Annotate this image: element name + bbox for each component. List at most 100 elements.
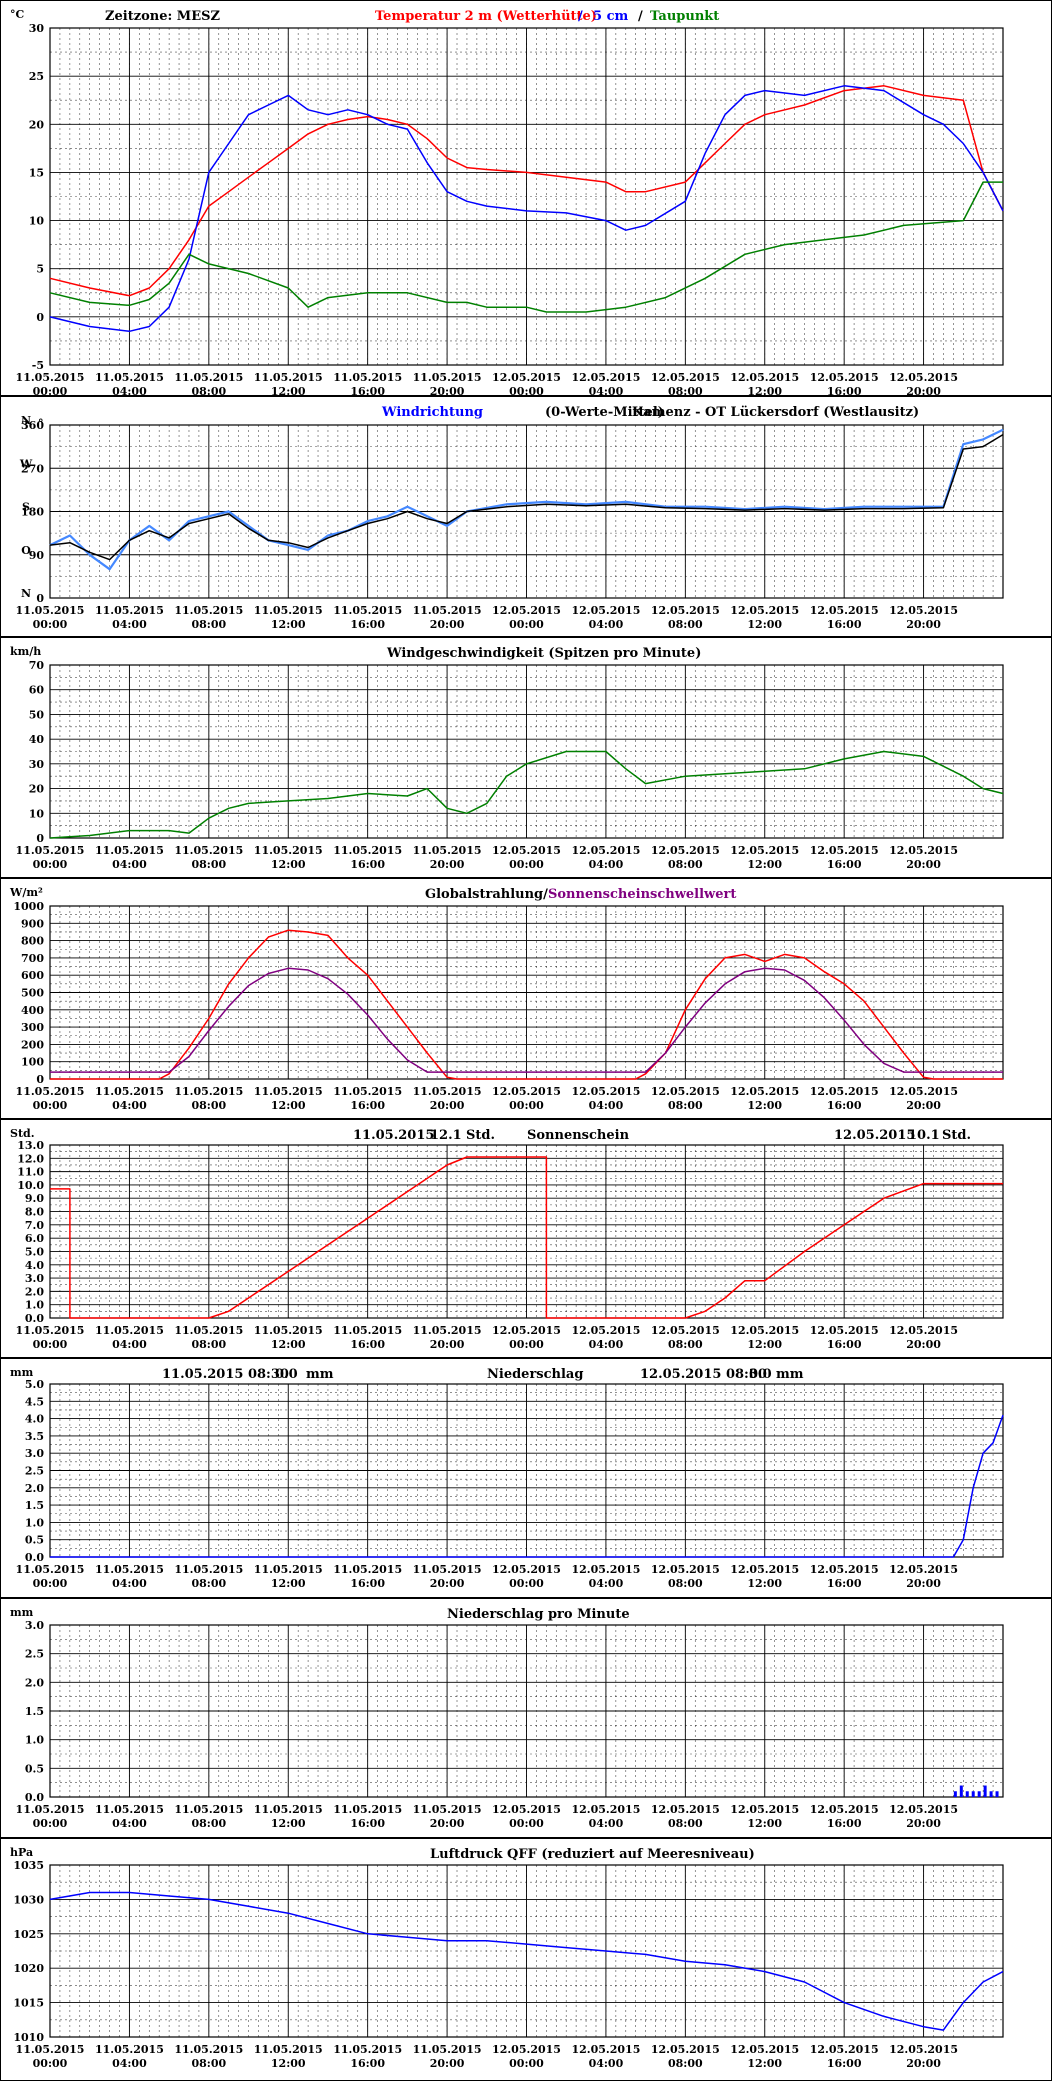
y-tick-label: 1.0 <box>25 1299 44 1312</box>
x-tick-time: 04:00 <box>589 858 624 871</box>
chart-sunshine: 0.01.02.03.04.05.06.07.08.09.010.011.012… <box>0 1118 1052 1351</box>
chart-header-text: Luftdruck QFF (reduziert auf Meeresnivea… <box>430 1847 755 1862</box>
x-tick-time: 16:00 <box>350 1099 385 1112</box>
compass-label: N <box>21 587 31 600</box>
y-tick-label: 4.0 <box>25 1413 44 1426</box>
plot-border <box>49 1864 1004 2038</box>
series-line <box>50 1414 1004 1558</box>
x-tick-time: 20:00 <box>906 1577 941 1590</box>
y-tick-label: 15 <box>29 166 44 179</box>
y-tick-label: 20 <box>29 783 45 796</box>
chart-header-text: / <box>638 9 643 24</box>
x-tick-time: 16:00 <box>350 1577 385 1590</box>
x-tick-date: 11.05.2015 <box>413 604 482 617</box>
x-tick-date: 12.05.2015 <box>651 604 720 617</box>
y-tick-label: 70 <box>29 659 45 672</box>
compass-label: S <box>22 501 30 514</box>
x-tick-time: 20:00 <box>430 618 465 631</box>
x-tick-date: 11.05.2015 <box>16 1085 85 1098</box>
y-tick-label: 0 <box>36 832 44 845</box>
x-tick-time: 08:00 <box>668 618 703 631</box>
x-tick-time: 08:00 <box>191 858 226 871</box>
x-tick-date: 12.05.2015 <box>492 1563 561 1576</box>
y-tick-label: 1000 <box>13 900 44 913</box>
y-tick-label: 60 <box>29 684 45 697</box>
x-tick-time: 00:00 <box>509 1099 544 1112</box>
y-tick-label: 1.5 <box>25 1705 44 1718</box>
series-line <box>49 1891 1004 2031</box>
x-tick-date: 12.05.2015 <box>810 1324 879 1337</box>
x-tick-date: 11.05.2015 <box>333 371 402 384</box>
y-tick-label: 3.0 <box>25 1619 44 1632</box>
x-tick-date: 12.05.2015 <box>651 371 720 384</box>
y-tick-label: 1.5 <box>25 1499 44 1512</box>
y-tick-label: 30 <box>29 758 45 771</box>
y-tick-label: 700 <box>21 952 44 965</box>
x-tick-date: 11.05.2015 <box>16 604 85 617</box>
x-tick-date: 11.05.2015 <box>333 1324 402 1337</box>
x-tick-time: 12:00 <box>747 2057 782 2070</box>
plot-border <box>49 424 1004 599</box>
unit-label: °C <box>10 8 25 21</box>
y-tick-label: 270 <box>21 462 44 475</box>
x-tick-date: 11.05.2015 <box>174 844 243 857</box>
x-tick-time: 08:00 <box>191 618 226 631</box>
x-tick-date: 11.05.2015 <box>16 1324 85 1337</box>
x-tick-date: 11.05.2015 <box>333 604 402 617</box>
y-tick-label: 1030 <box>13 1893 44 1906</box>
x-tick-date: 12.05.2015 <box>651 1563 720 1576</box>
x-tick-time: 00:00 <box>33 1817 68 1830</box>
chart-header-text: 12.05.2015 <box>834 1128 915 1143</box>
chart-header-text: Windrichtung <box>381 405 483 420</box>
x-tick-time: 04:00 <box>112 1577 147 1590</box>
x-tick-date: 12.05.2015 <box>810 1803 879 1816</box>
chart-header-text: Temperatur 2 m (Wetterhütte) <box>375 9 597 24</box>
unit-label: Std. <box>10 1127 35 1140</box>
x-tick-date: 12.05.2015 <box>651 844 720 857</box>
x-tick-date: 12.05.2015 <box>730 2043 799 2056</box>
x-tick-time: 08:00 <box>668 1817 703 1830</box>
chart-header-text: Globalstrahlung/ <box>425 887 548 902</box>
y-tick-label: 0.5 <box>25 1762 44 1775</box>
x-tick-date: 12.05.2015 <box>492 2043 561 2056</box>
y-tick-label: 13.0 <box>17 1139 44 1152</box>
series-line <box>50 967 1003 1073</box>
series-line <box>50 929 1003 1080</box>
x-tick-time: 12:00 <box>271 385 306 398</box>
x-tick-time: 20:00 <box>430 1817 465 1830</box>
x-tick-date: 11.05.2015 <box>95 1803 164 1816</box>
chart-header-text: 12.05.2015 08:30 <box>640 1367 767 1382</box>
x-tick-date: 12.05.2015 <box>571 604 640 617</box>
x-tick-time: 08:00 <box>668 385 703 398</box>
x-tick-time: 04:00 <box>589 1338 624 1351</box>
x-tick-date: 11.05.2015 <box>254 1085 323 1098</box>
x-tick-date: 11.05.2015 <box>174 1324 243 1337</box>
y-tick-label: 1015 <box>13 1997 44 2010</box>
series-line <box>49 433 1004 561</box>
x-tick-time: 12:00 <box>747 385 782 398</box>
chart-header-text: 5 cm <box>593 9 628 24</box>
x-tick-time: 20:00 <box>906 385 941 398</box>
x-tick-time: 12:00 <box>747 1338 782 1351</box>
x-tick-date: 12.05.2015 <box>889 1803 958 1816</box>
y-tick-label: 400 <box>21 1004 44 1017</box>
x-tick-time: 08:00 <box>191 1099 226 1112</box>
chart-header-text: Niederschlag <box>487 1367 583 1382</box>
x-tick-date: 11.05.2015 <box>16 1803 85 1816</box>
y-tick-label: 2.0 <box>25 1285 44 1298</box>
x-tick-time: 12:00 <box>271 858 306 871</box>
x-tick-date: 11.05.2015 <box>174 1085 243 1098</box>
chart-header-text: Taupunkt <box>650 9 719 24</box>
x-tick-date: 12.05.2015 <box>889 1085 958 1098</box>
unit-label: mm <box>10 1366 34 1379</box>
y-tick-label: 2.5 <box>25 1465 44 1478</box>
y-tick-label: 500 <box>21 987 44 1000</box>
chart-header-text: (0-Werte-Mittel) <box>545 405 664 420</box>
x-tick-date: 11.05.2015 <box>95 1563 164 1576</box>
chart-header-text: Std. <box>466 1128 495 1143</box>
x-tick-time: 00:00 <box>509 1577 544 1590</box>
y-tick-label: 360 <box>21 419 44 432</box>
x-tick-date: 12.05.2015 <box>889 2043 958 2056</box>
x-tick-date: 12.05.2015 <box>889 844 958 857</box>
